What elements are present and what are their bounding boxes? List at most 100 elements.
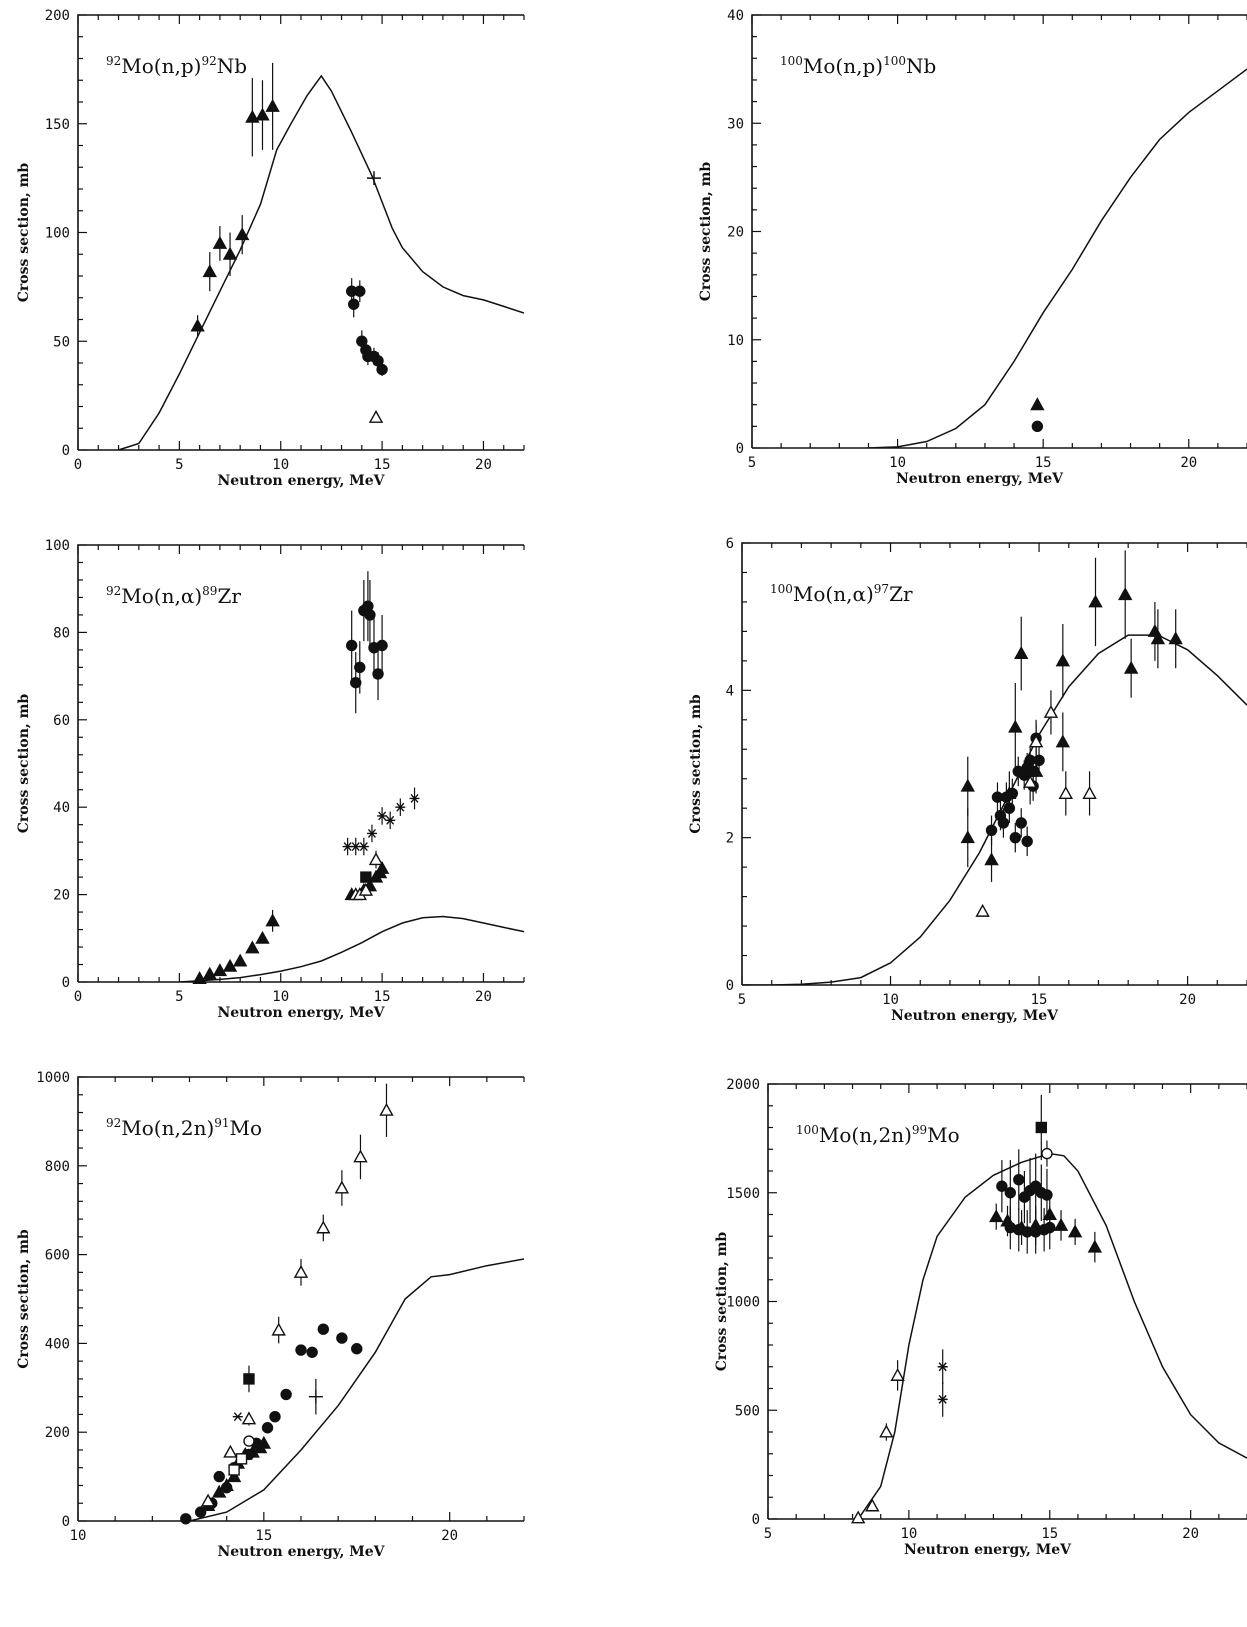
y-tick-label: 600 xyxy=(45,1248,70,1264)
y-tick-label: 60 xyxy=(53,713,70,729)
y-tick-label: 6 xyxy=(726,536,734,552)
data-point-triangle-filled xyxy=(245,109,260,123)
reaction-label: 92Mo(n,p)92Nb xyxy=(106,54,247,78)
x-tick-label: 5 xyxy=(748,455,756,471)
data-point-triangle-filled xyxy=(1118,587,1133,601)
data-point-triangle-filled xyxy=(255,930,270,944)
data-point-circle-filled xyxy=(348,298,360,310)
x-tick-label: 10 xyxy=(272,989,289,1005)
reaction-label: 100Mo(n,2n)99Mo xyxy=(796,1123,960,1147)
y-tick-label: 4 xyxy=(726,683,734,699)
data-point-circle-filled xyxy=(317,1323,329,1335)
data-point-circle-filled xyxy=(1041,1189,1053,1201)
x-tick-label: 20 xyxy=(441,1528,458,1544)
data-point-circle-filled xyxy=(1009,831,1021,844)
y-tick-label: 40 xyxy=(53,800,70,816)
data-point-circle-filled xyxy=(1021,835,1033,848)
data-point-triangle-open xyxy=(1058,786,1073,799)
data-point-plus xyxy=(366,171,381,186)
y-tick-label: 1500 xyxy=(726,1186,760,1202)
y-tick-label: 0 xyxy=(726,978,734,994)
data-point-circle-filled xyxy=(372,668,384,680)
data-point-circle-filled xyxy=(1015,817,1027,829)
x-tick-label: 5 xyxy=(738,992,746,1008)
data-point-triangle-filled xyxy=(212,1484,227,1498)
x-axis-title: Neutron energy, MeV xyxy=(904,1542,1072,1558)
data-point-circle-filled xyxy=(364,609,376,621)
data-point-triangle-open xyxy=(1028,734,1044,748)
chart-panel-4: 5 10 15 20 0 2 4 6 Neutron energy, MeV Cross sect… xyxy=(688,536,1247,1024)
y-tick-label: 40 xyxy=(727,8,744,24)
axis-frame xyxy=(77,1076,524,1522)
data-point-triangle-filled xyxy=(960,778,975,792)
data-point-triangle-open xyxy=(353,1149,368,1163)
x-axis-title: Neutron energy, MeV xyxy=(217,1544,385,1560)
data-point-triangle-filled xyxy=(256,1435,272,1449)
x-tick-label: 0 xyxy=(74,989,82,1005)
data-point-circle-filled xyxy=(336,1332,348,1344)
evaluation-curve xyxy=(742,634,1247,985)
x-tick-label: 5 xyxy=(175,989,183,1005)
evaluation-curve xyxy=(868,68,1247,448)
y-tick-label: 50 xyxy=(53,334,70,350)
data-point-square-filled xyxy=(1035,1121,1048,1134)
data-point-triangle-filled xyxy=(1055,734,1071,748)
axis-frame xyxy=(767,1083,1247,1520)
chart-panel-6: 5 10 15 20 0 500 1000 1500 2000 Neutron energy, M… xyxy=(714,1077,1247,1558)
data-point-circle-filled xyxy=(985,824,998,836)
data-point-circle-filled xyxy=(1013,1173,1025,1186)
data-point-circle-filled xyxy=(354,285,366,297)
data-point-triangle-filled xyxy=(1014,646,1029,659)
x-tick-label: 20 xyxy=(1182,1526,1199,1542)
x-tick-label: 20 xyxy=(1180,455,1197,471)
data-point-circle-filled xyxy=(997,817,1010,829)
y-tick-label: 30 xyxy=(727,116,744,132)
data-point-circle-filled xyxy=(261,1422,274,1434)
data-point-circle-filled xyxy=(306,1346,318,1358)
y-tick-label: 1000 xyxy=(36,1070,70,1086)
data-point-square-filled xyxy=(243,1373,255,1385)
data-point-triangle-open xyxy=(334,1180,350,1194)
y-tick-label: 100 xyxy=(45,538,70,554)
y-axis-title: Cross section, mb xyxy=(16,163,32,303)
data-point-triangle-filled xyxy=(1150,631,1166,645)
data-point-square-open xyxy=(235,1453,248,1465)
y-tick-label: 0 xyxy=(62,1514,70,1530)
x-tick-label: 5 xyxy=(175,457,183,473)
y-tick-label: 1000 xyxy=(726,1295,760,1311)
y-axis-title: Cross section, mb xyxy=(16,1229,32,1369)
data-point-triangle-filled xyxy=(1088,594,1103,608)
data-point-triangle-open xyxy=(271,1322,286,1336)
y-axis-title: Cross section, mb xyxy=(688,694,704,834)
x-axis-title: Neutron energy, MeV xyxy=(217,473,385,489)
y-tick-label: 80 xyxy=(53,625,70,641)
x-tick-label: 10 xyxy=(882,992,899,1008)
data-point-triangle-open xyxy=(223,1444,238,1458)
data-point-asterisk xyxy=(358,842,369,851)
data-point-asterisk xyxy=(937,1394,948,1404)
x-tick-label: 15 xyxy=(374,457,391,473)
data-point-triangle-filled xyxy=(1030,397,1045,411)
data-point-circle-filled xyxy=(996,1180,1008,1192)
data-point-asterisk xyxy=(385,815,396,825)
x-axis-title: Neutron energy, MeV xyxy=(217,1005,385,1021)
data-point-triangle-filled xyxy=(245,940,260,954)
data-point-circle-filled xyxy=(180,1513,192,1525)
data-point-triangle-filled xyxy=(255,107,270,121)
x-tick-label: 15 xyxy=(1031,992,1048,1008)
data-point-triangle-filled xyxy=(1087,1239,1103,1253)
data-point-triangle-open xyxy=(1082,786,1097,799)
data-point-triangle-filled xyxy=(1055,653,1071,667)
y-tick-label: 0 xyxy=(62,443,70,459)
x-tick-label: 15 xyxy=(374,989,391,1005)
data-point-triangle-filled xyxy=(235,227,250,241)
data-point-triangle-open xyxy=(200,1493,216,1507)
evaluation-curve xyxy=(189,1258,524,1521)
data-point-circle-filled xyxy=(1004,1187,1017,1199)
axis-frame xyxy=(77,544,524,983)
y-tick-label: 0 xyxy=(752,1512,760,1528)
data-point-triangle-filled xyxy=(222,246,238,260)
y-tick-label: 200 xyxy=(45,1425,70,1441)
data-point-asterisk xyxy=(232,1412,243,1422)
data-point-circle-filled xyxy=(354,661,366,674)
